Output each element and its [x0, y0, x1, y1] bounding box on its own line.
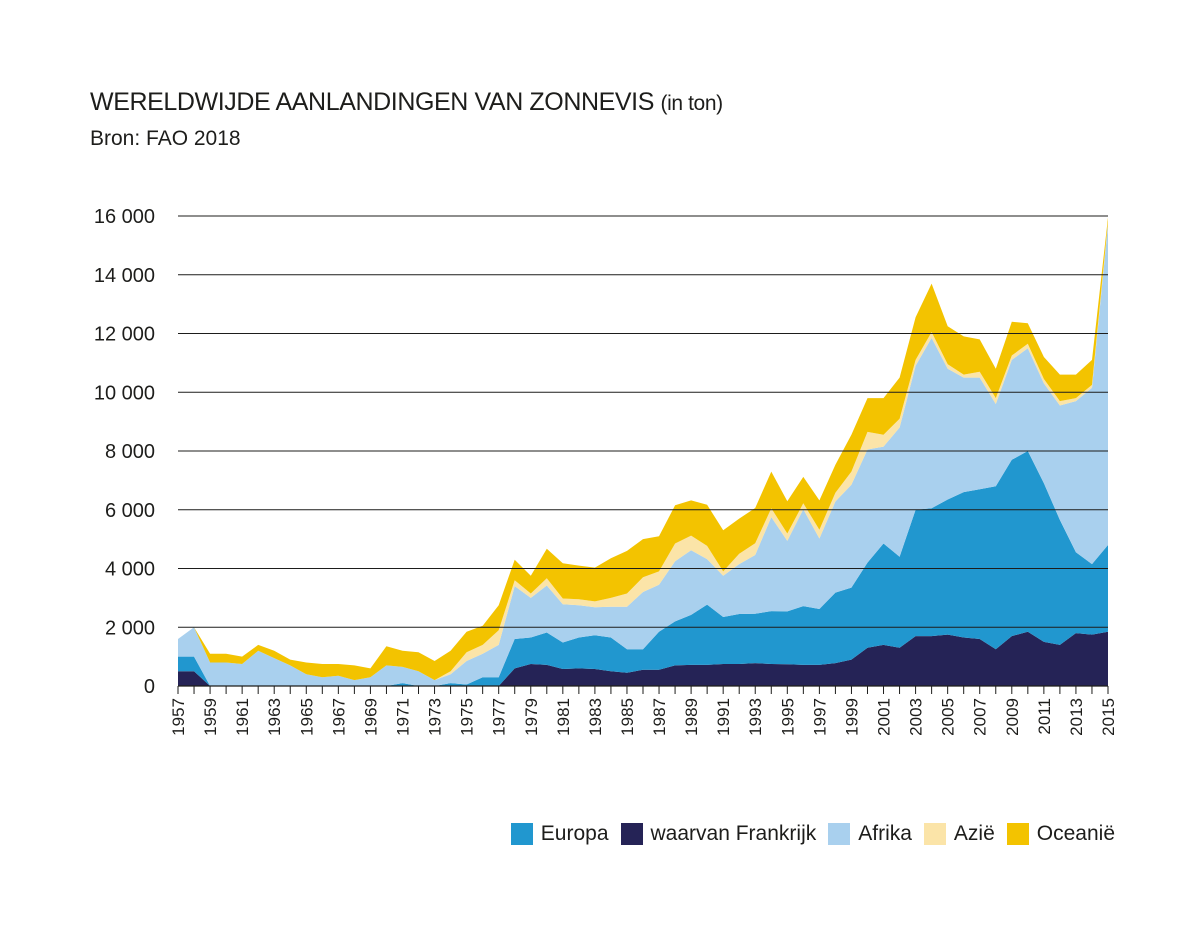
- area-series-group: [178, 217, 1108, 687]
- chart-title: WERELDWIJDE AANLANDINGEN VAN ZONNEVIS (i…: [90, 86, 723, 120]
- y-tick-label: 0: [144, 676, 155, 698]
- y-tick-label: 4 000: [105, 559, 155, 581]
- y-axis: 0 2 000 4 000 6 000 8 000 10 000 12 000 14 000 1…: [94, 206, 155, 698]
- legend-label-frankrijk: waarvan Frankrijk: [650, 822, 817, 845]
- x-tick-label: 1961: [233, 698, 252, 736]
- x-tick-label: 2013: [1067, 698, 1086, 736]
- area-azi-: [178, 221, 1108, 681]
- chart-title-main: WERELDWIJDE AANLANDINGEN VAN ZONNEVIS: [90, 88, 654, 116]
- x-tick-label: 1959: [201, 698, 220, 736]
- x-tick-label: 2007: [971, 698, 990, 736]
- area-waarvan-frankrijk: [178, 631, 1108, 686]
- x-tick-label: 1993: [746, 698, 765, 736]
- y-tick-label: 10 000: [94, 382, 155, 404]
- x-tick-label: 1991: [714, 698, 733, 736]
- legend-item-afrika: Afrika: [828, 822, 912, 846]
- y-tick-label: 2 000: [105, 617, 155, 639]
- x-tick-label: 1985: [618, 698, 637, 736]
- legend-item-azie: Azië: [923, 822, 995, 846]
- chart-title-unit: (in ton): [660, 92, 724, 115]
- x-tick-label: 1979: [522, 698, 541, 736]
- legend-swatch-europa: [510, 823, 533, 845]
- y-tick-label: 16 000: [94, 206, 155, 228]
- x-tick-label: 1977: [490, 698, 509, 736]
- legend-item-oceanie: Oceanië: [1006, 822, 1115, 846]
- y-tick-label: 14 000: [94, 265, 155, 287]
- legend-swatch-azie: [923, 823, 946, 845]
- title-block: WERELDWIJDE AANLANDINGEN VAN ZONNEVIS (i…: [90, 86, 723, 152]
- y-tick-label: 12 000: [94, 324, 155, 346]
- x-tick-label: 1967: [329, 698, 348, 736]
- legend-swatch-afrika: [828, 823, 851, 845]
- x-tick-label: 2001: [875, 698, 894, 736]
- gridlines: [178, 215, 1108, 628]
- x-tick-label: 2009: [1003, 698, 1022, 736]
- x-tick-label: 1975: [458, 698, 477, 736]
- x-tick-label: 1995: [778, 698, 797, 736]
- y-tick-label: 6 000: [105, 500, 155, 522]
- x-tick-label: 1963: [265, 698, 284, 736]
- legend-item-europa: Europa: [510, 822, 609, 846]
- legend-label-afrika: Afrika: [858, 822, 912, 845]
- x-tick-label: 1983: [586, 698, 605, 736]
- x-tick-label: 1987: [650, 698, 669, 736]
- area-afrika: [178, 224, 1108, 687]
- x-tick-label: 1989: [682, 698, 701, 736]
- x-tick-label: 2011: [1035, 698, 1054, 735]
- legend-label-azie: Azië: [953, 822, 995, 845]
- x-tick-label: 2015: [1099, 698, 1118, 736]
- legend-label-oceanie: Oceanië: [1036, 822, 1115, 845]
- x-tick-label: 1965: [297, 698, 316, 736]
- x-tick-label: 2003: [907, 698, 926, 736]
- x-axis: 1957 1959 1961 1963 1965 1967 1969 1971 1973 1975…: [169, 685, 1118, 736]
- x-tick-label: 1997: [810, 698, 829, 736]
- x-tick-label: 1981: [554, 698, 573, 736]
- x-tick-label: 2005: [939, 698, 958, 736]
- legend-swatch-oceanie: [1006, 823, 1029, 845]
- chart-source: Bron: FAO 2018: [90, 127, 241, 150]
- x-tick-label: 1999: [842, 698, 861, 736]
- x-tick-label: 1973: [426, 698, 445, 736]
- legend: Europa waarvan Frankrijk Afrika Azië Oce…: [499, 822, 1115, 846]
- x-tick-label: 1971: [394, 698, 413, 736]
- x-tick-label: 1957: [169, 698, 188, 736]
- y-tick-label: 8 000: [105, 441, 155, 463]
- legend-item-frankrijk: waarvan Frankrijk: [620, 822, 817, 846]
- x-tick-label: 1969: [361, 698, 380, 736]
- legend-swatch-frankrijk: [620, 823, 643, 845]
- legend-label-europa: Europa: [540, 822, 609, 845]
